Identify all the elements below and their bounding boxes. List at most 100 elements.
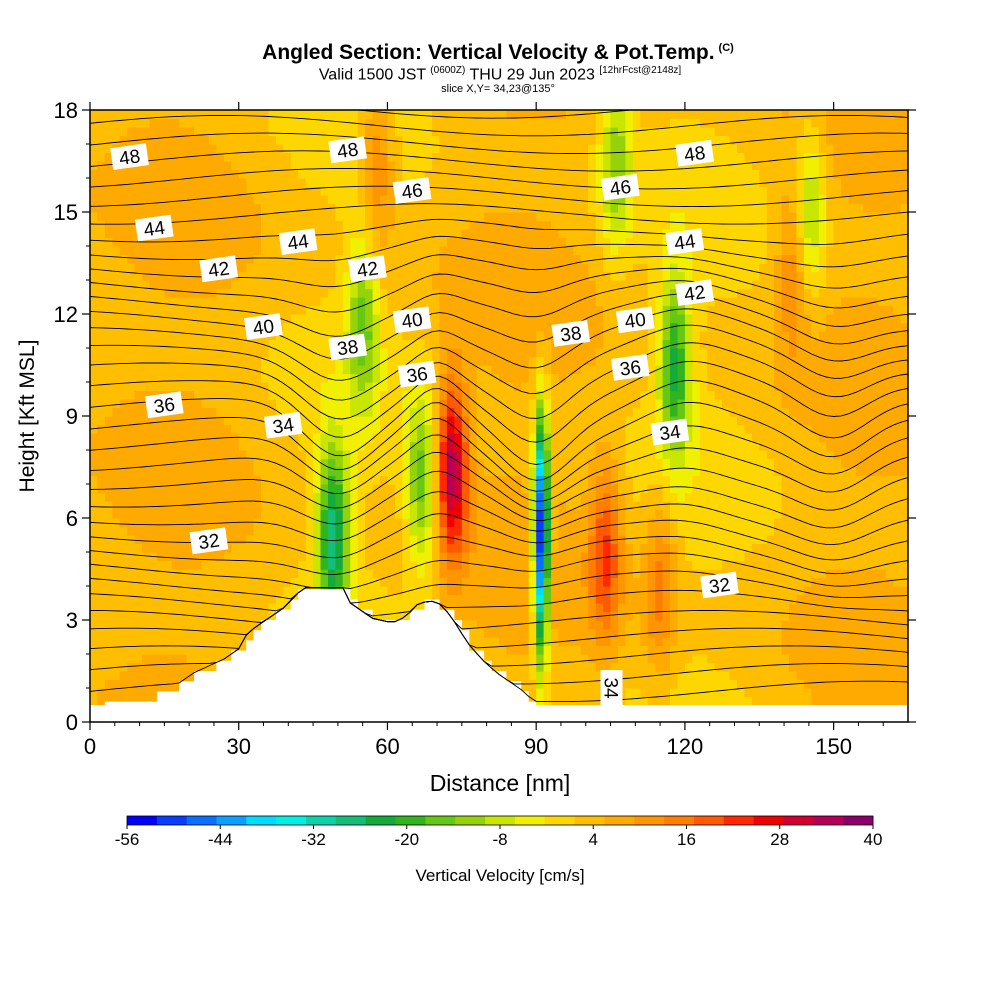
ground-strip [90,705,908,722]
colorbar-swatch [216,816,247,825]
theta-label-box [392,306,432,334]
theta-contour-line [90,587,908,685]
theta-label-text: 48 [683,143,707,167]
y-tick-label: 3 [66,608,78,633]
theta-label-box [675,279,715,307]
theta-label-box [144,391,184,419]
theta-label-text: 32 [708,575,732,599]
theta-label-text: 44 [673,231,697,255]
terrain [90,589,916,722]
x-tick-label: 30 [226,734,250,759]
theta-label: 48 [328,136,368,164]
colorbar-tick-label: -20 [394,830,419,849]
colorbar-swatch [574,816,605,825]
theta-label-box [348,255,387,283]
colorbar-swatch [485,816,516,825]
valid-date: THU 29 Jun 2023 [469,66,595,84]
theta-contour-line [90,535,908,575]
x-axis-label: Distance [nm] [430,770,571,796]
theta-label-box [392,177,432,205]
theta-label-text: 34 [658,422,682,446]
colorbar-tick-label: 28 [770,830,789,849]
theta-contour-line [90,451,908,512]
theta-label: 42 [199,255,239,283]
theta-label-box [110,143,149,171]
theta-label: 34 [263,411,303,439]
theta-label-text: 40 [623,309,647,333]
theta-label: 36 [610,354,650,381]
theta-contour-line [90,379,908,465]
theta-contours [90,110,908,703]
y-tick-label: 18 [54,98,78,123]
theta-label-text: 46 [609,177,633,201]
colorbar-swatch [395,816,426,825]
colorbar-swatch [276,816,307,825]
colorbar-swatch [306,816,337,825]
theta-label: 36 [144,391,184,419]
valid-utc: (0600Z) [430,65,466,76]
theta-label-box [615,306,655,334]
theta-label: 44 [278,228,318,256]
theta-label: 32 [700,571,739,599]
theta-label: 40 [392,306,432,334]
theta-label-box [650,418,690,446]
theta-contour-line [90,114,908,137]
theta-contour-line [90,324,908,401]
colorbar-swatch [544,816,575,825]
theta-label-text: 48 [118,146,142,170]
theta-contour-line [90,552,908,589]
title-block: Angled Section: Vertical Velocity & Pot.… [0,36,1000,95]
theta-contour-line [90,218,908,245]
theta-contour-line [90,587,908,617]
terrain-mask [90,589,916,722]
colorbar-swatch [843,816,874,825]
theta-label-box [328,136,368,164]
colorbar-swatch [634,816,665,825]
colorbar-tick-label: 16 [677,830,696,849]
title-mark: (C) [718,42,734,54]
theta-label-box [278,228,318,256]
slice-info: slice X,Y= 34,23@135° [441,83,555,96]
theta-label-text: 36 [619,357,643,381]
theta-contour-line [90,570,908,604]
theta-label-text: 38 [336,337,360,361]
theta-label: 40 [615,306,655,334]
theta-contour-labels: 48 48 48 46 46 44 44 44 42 42 42 40 40 40 38 38 36 36 36 34… [110,136,739,706]
theta-contour-line [90,360,908,443]
title-main: Angled Section: Vertical Velocity & Pot.… [262,41,715,64]
colorbar-swatch [246,816,277,825]
theta-contour-line [90,418,908,492]
y-tick-label: 0 [66,710,78,735]
y-tick-label: 9 [66,404,78,429]
theta-label-text: 44 [143,218,167,242]
colorbar-swatch [335,816,367,825]
theta-label: 44 [134,214,174,242]
theta-label-box [328,333,368,361]
theta-label-box [244,313,283,341]
theta-label: 38 [551,320,591,347]
theta-contour-line [90,587,908,667]
theta-contour-line [90,150,908,172]
theta-contour-line [90,401,908,481]
theta-contour-line [90,308,908,381]
x-tick-label: 60 [375,734,399,759]
theta-label-text: 36 [153,394,177,418]
colorbar-tick-label: -8 [492,830,507,849]
theta-label-box [700,571,739,599]
colorbar-tick-label: 40 [864,830,883,849]
x-tick-label: 90 [524,734,548,759]
theta-contour-line [90,342,908,420]
theta-label-text: 46 [400,180,424,204]
theta-label-text: 36 [405,364,429,388]
theta-label: 46 [601,173,640,201]
theta-label-text: 42 [356,258,380,282]
theta-label-box [263,411,303,439]
theta-label-box [600,670,623,706]
theta-label: 44 [665,228,705,256]
colorbar-swatch [425,816,456,825]
theta-label: 34 [650,418,690,446]
colorbar-swatch [127,816,158,825]
theta-label-box [665,228,705,256]
